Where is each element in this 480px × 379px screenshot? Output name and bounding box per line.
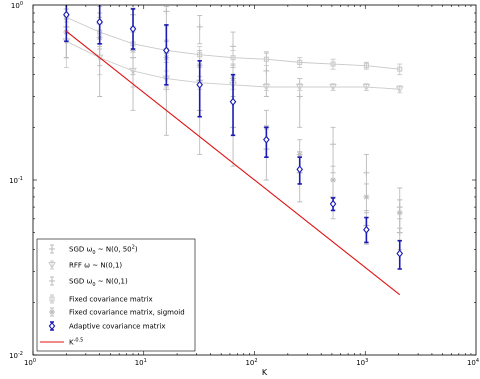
legend-label: SGD ω0 ~ N(0, 502) bbox=[69, 245, 138, 257]
legend-entry: RFF ω ~ N(0,1) bbox=[48, 260, 122, 270]
x-tick-label: 101 bbox=[135, 358, 147, 367]
data-point bbox=[296, 93, 303, 100]
legend-entry: Fixed covariance matrix, sigmoid bbox=[49, 307, 185, 317]
legend-box bbox=[36, 238, 196, 352]
error-bar bbox=[164, 24, 169, 86]
legend-entry: SGD ω0 ~ N(0,1) bbox=[49, 276, 128, 289]
data-point bbox=[330, 141, 337, 148]
data-point bbox=[230, 55, 236, 61]
legend-entry: Fixed covariance matrix bbox=[49, 294, 153, 304]
error-bar bbox=[263, 52, 269, 67]
y-tick-label: 10-1 bbox=[9, 176, 23, 185]
data-point bbox=[129, 24, 137, 33]
data-point bbox=[229, 97, 237, 106]
data-point bbox=[329, 83, 337, 92]
data-point bbox=[362, 83, 371, 92]
legend-marker bbox=[48, 262, 56, 270]
y-tick-label: 100 bbox=[11, 1, 23, 10]
data-point bbox=[363, 193, 370, 200]
legend-entry: K-0.5 bbox=[40, 338, 83, 347]
legend-entry: SGD ω0 ~ N(0, 502) bbox=[49, 245, 138, 257]
data-point bbox=[63, 10, 70, 19]
legend-marker bbox=[49, 246, 55, 252]
data-point bbox=[263, 67, 270, 74]
legend-marker bbox=[49, 296, 55, 302]
data-point bbox=[363, 63, 369, 69]
data-point bbox=[295, 83, 304, 92]
data-point bbox=[397, 66, 403, 72]
axes: 100 101 102 103 104 10-2 10-1 100 bbox=[9, 1, 479, 367]
data-point bbox=[329, 199, 337, 208]
series-line-6 bbox=[65, 30, 401, 296]
series-6 bbox=[65, 30, 401, 296]
legend-label: K-0.5 bbox=[69, 338, 83, 347]
x-tick-label: 100 bbox=[24, 358, 36, 367]
data-point bbox=[297, 59, 303, 65]
data-point bbox=[330, 61, 336, 67]
data-layer bbox=[62, 5, 404, 296]
data-point bbox=[163, 86, 170, 93]
data-point bbox=[296, 165, 304, 174]
data-point bbox=[196, 23, 203, 30]
data-point bbox=[230, 43, 237, 50]
data-point bbox=[330, 177, 337, 183]
legend-marker bbox=[49, 309, 55, 315]
data-point bbox=[363, 169, 370, 176]
legend-label: Fixed covariance matrix bbox=[69, 296, 153, 304]
legend-label: Adaptive covariance matrix bbox=[69, 323, 166, 331]
legend-label: Fixed covariance matrix, sigmoid bbox=[69, 309, 185, 317]
data-point bbox=[395, 86, 404, 94]
x-tick-label: 102 bbox=[245, 358, 257, 367]
data-point bbox=[396, 229, 403, 236]
y-tick-label: 10-2 bbox=[9, 351, 23, 360]
data-point bbox=[163, 8, 170, 15]
data-point bbox=[262, 83, 271, 92]
data-point bbox=[263, 135, 270, 144]
data-point bbox=[196, 80, 204, 89]
data-point bbox=[396, 249, 404, 258]
x-tick-label: 103 bbox=[356, 358, 368, 367]
data-point bbox=[396, 209, 403, 216]
data-point bbox=[296, 151, 303, 158]
legend-label: SGD ω0 ~ N(0,1) bbox=[69, 278, 128, 289]
error-bar bbox=[297, 57, 303, 68]
x-axis-label: K bbox=[262, 368, 268, 377]
legend-marker bbox=[48, 321, 56, 331]
error-bar bbox=[397, 63, 403, 76]
legend-marker bbox=[49, 278, 55, 284]
error-bar bbox=[330, 58, 336, 70]
legend-swatch bbox=[50, 294, 54, 304]
x-tick-label: 104 bbox=[467, 358, 479, 367]
data-point bbox=[163, 46, 170, 55]
data-point bbox=[363, 225, 370, 234]
data-point bbox=[130, 47, 137, 54]
legend: SGD ω0 ~ N(0, 502) RFF ω ~ N(0,1) SGD ω0 ~… bbox=[36, 238, 196, 352]
data-point bbox=[263, 56, 269, 62]
legend-entry: Adaptive covariance matrix bbox=[48, 321, 166, 331]
legend-label: RFF ω ~ N(0,1) bbox=[69, 262, 122, 270]
data-point bbox=[96, 17, 103, 27]
series-5 bbox=[63, 5, 404, 270]
